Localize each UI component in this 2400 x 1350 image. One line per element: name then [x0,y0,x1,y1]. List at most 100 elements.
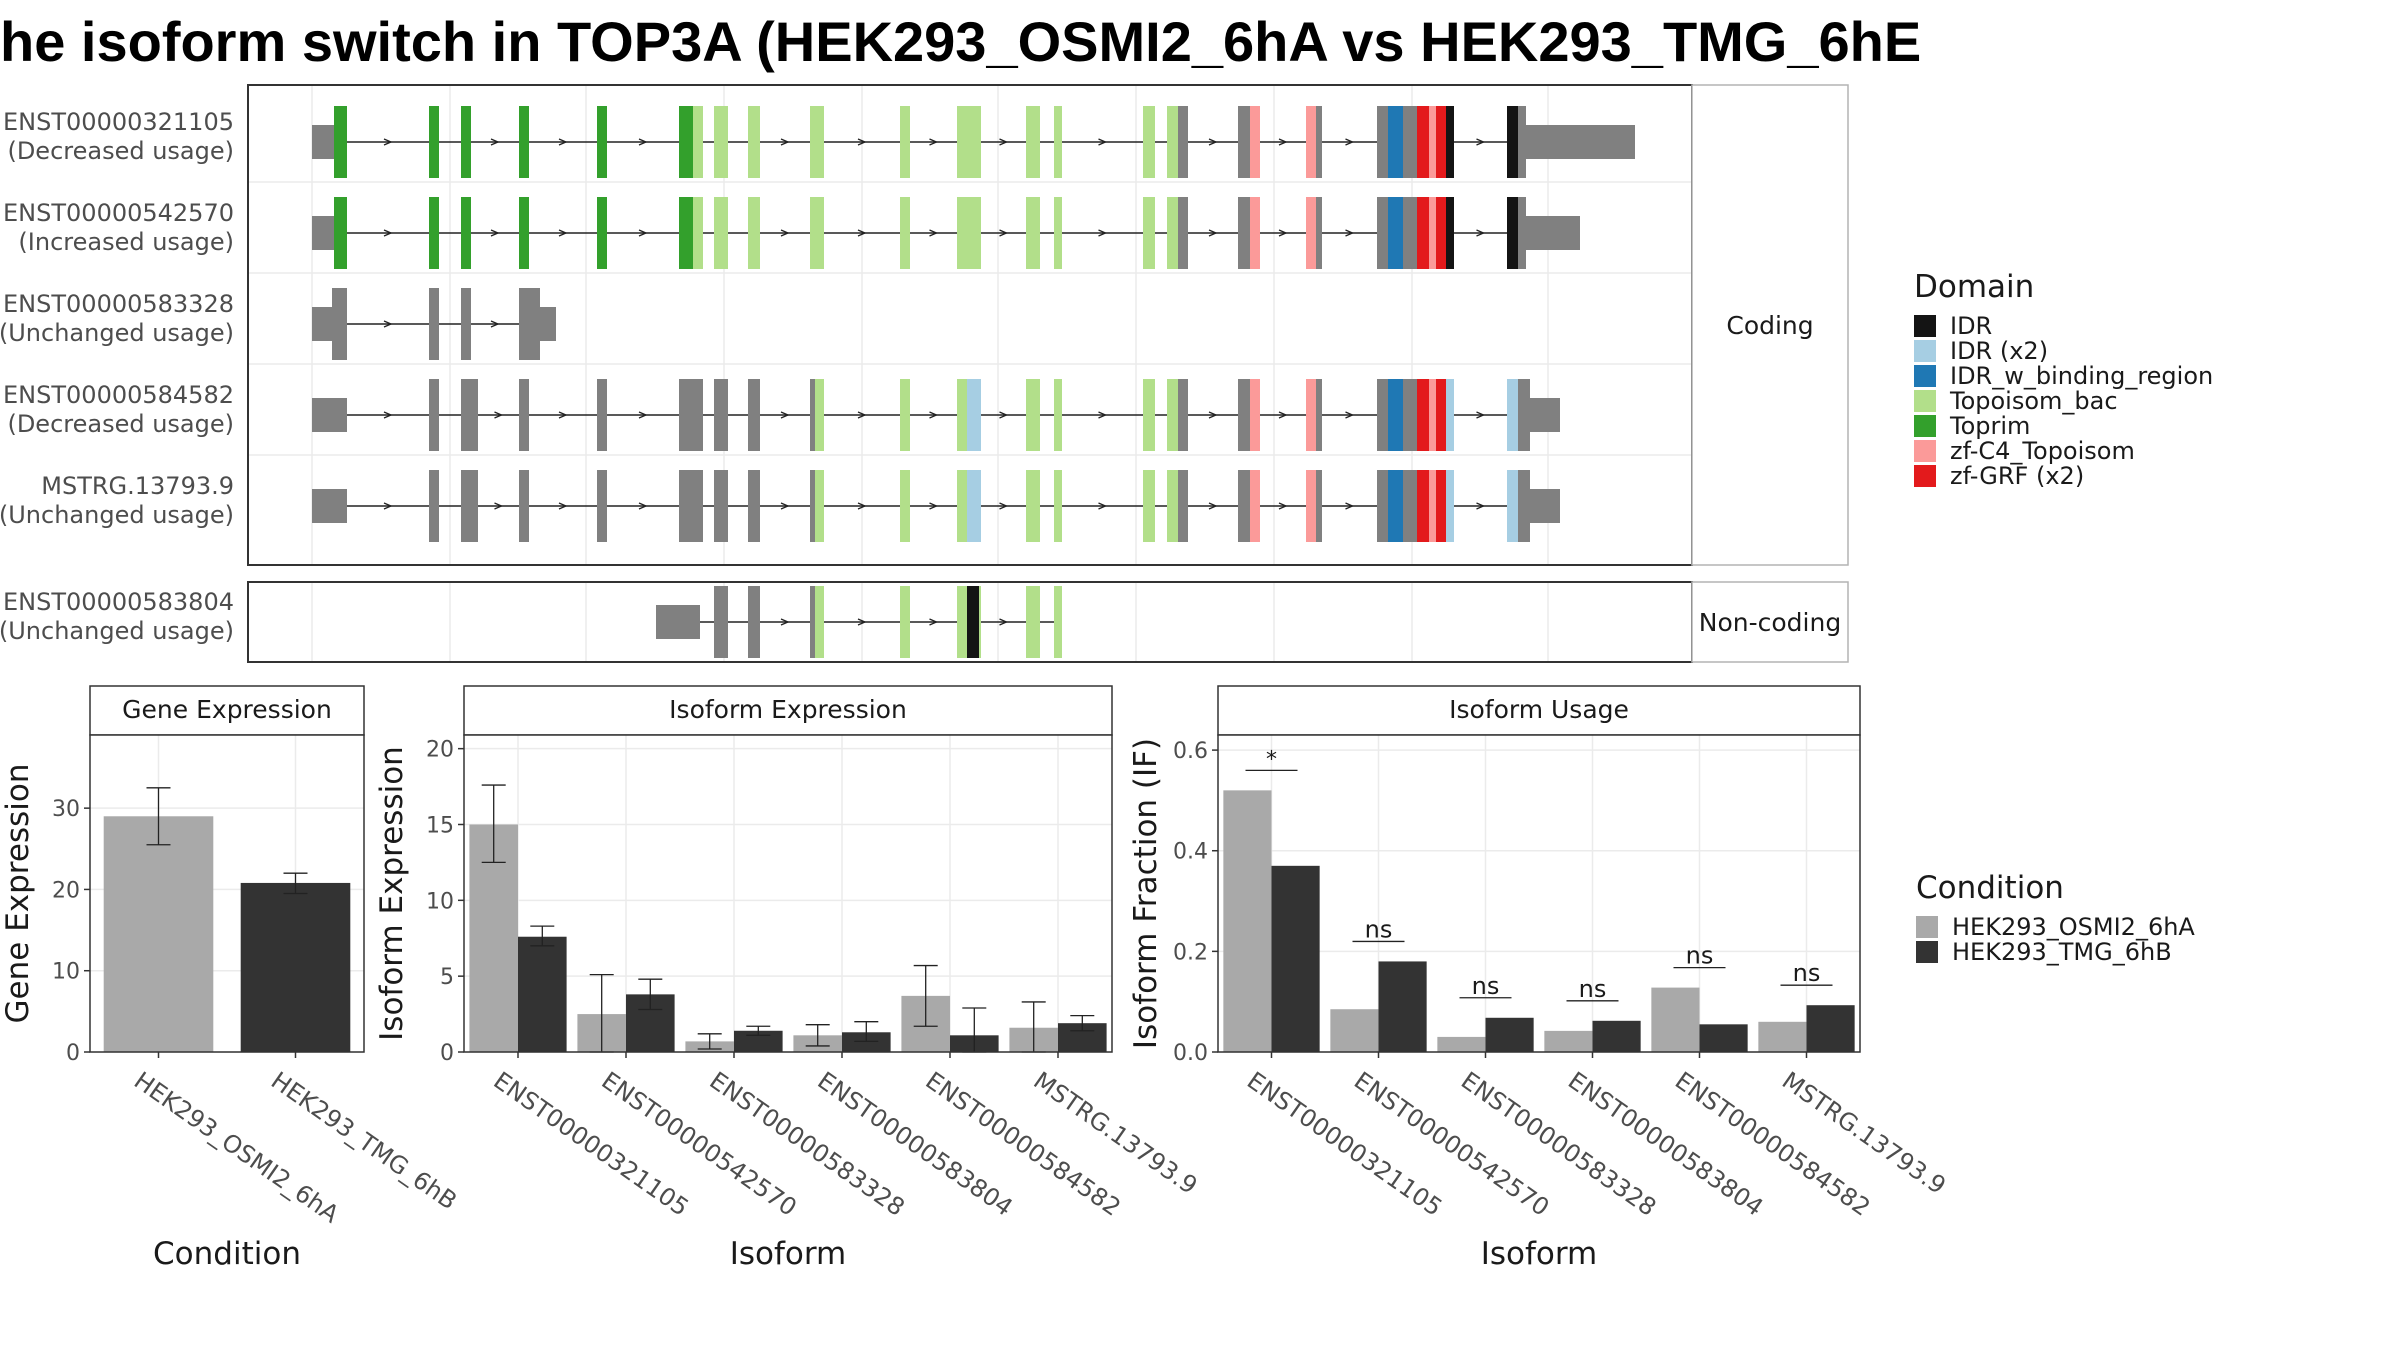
direction-arrow [1278,229,1288,237]
x-axis-title: Isoform [1481,1236,1598,1272]
exon-block [1026,586,1040,658]
direction-arrow [929,618,939,626]
exon-block [1377,379,1388,451]
noncoding-strip-label: Non-coding [1699,608,1841,637]
legend-label: Toprim [1949,412,2030,440]
exon-block [1436,379,1446,451]
exon-block [1507,197,1518,269]
direction-arrow [999,229,1009,237]
bar [1271,865,1320,1052]
exon-block [1377,197,1388,269]
chart-frame [463,734,1113,1053]
exon-block [1518,379,1530,451]
exon-block [1178,106,1188,178]
exon-block [1026,197,1040,269]
exon-block [810,106,824,178]
direction-arrow [999,411,1009,419]
coding-strip [1691,84,1849,566]
exon-block [1417,470,1429,542]
exon-block [334,106,347,178]
exon-block [1507,470,1518,542]
transcript-id-label: MSTRG.13793.9 [41,472,234,500]
legend-label: HEK293_TMG_6hB [1952,938,2172,966]
bar [1378,961,1427,1052]
direction-arrow [638,138,648,146]
legend-swatch [1914,440,1936,462]
y-tick-label: 15 [426,813,454,838]
y-tick-label: 30 [52,797,80,822]
exon-block [1306,106,1316,178]
significance-label: * [1266,747,1277,772]
legend-label: zf-C4_Topoisom [1950,437,2135,465]
exon-block [1403,197,1417,269]
exon-block [810,586,815,658]
direction-arrow [780,229,790,237]
bar [103,816,214,1052]
bar [842,1032,891,1052]
y-tick-label: 0.4 [1173,840,1208,865]
exon-block [1417,197,1429,269]
x-tick-label: ENST00000542570 [596,1066,801,1221]
chart-title: Isoform Expression [669,695,907,724]
direction-arrow [638,411,648,419]
y-axis-title: Isoform Fraction (IF) [1128,738,1164,1049]
exon-block [461,470,478,542]
exon-block [1238,379,1250,451]
exon-block [1518,106,1526,178]
bar [1806,1005,1855,1052]
exon-block [1167,379,1178,451]
exon-block [1436,106,1446,178]
transcript-id-label: ENST00000542570 [3,199,234,227]
exon-block [714,106,728,178]
exon-block [519,470,529,542]
transcript-structure-panel: CodingNon-codingENST00000321105(Decrease… [0,84,1849,663]
direction-arrow [490,229,500,237]
exon-block [693,106,703,178]
direction-arrow [1208,411,1218,419]
direction-arrow [780,138,790,146]
chart-background [1218,735,1860,1052]
exon-block [957,379,967,451]
direction-arrow [857,411,867,419]
exon-block [597,470,607,542]
direction-arrow [1345,411,1355,419]
exon-block [1316,197,1322,269]
exon-block [1054,106,1062,178]
chart-panel: Isoform Expression 0 5 10 15 20 ENST0000032110… [374,685,1202,1272]
direction-arrow [1345,138,1355,146]
legend-swatch [1916,916,1938,938]
exon-block [461,106,471,178]
exon-block [957,197,981,269]
exon-block [900,106,910,178]
exon-block [1026,379,1040,451]
exon-block [461,288,471,360]
exon-block [597,106,607,178]
exon-block [429,379,439,451]
chart-strip [89,685,365,736]
exon-block [1316,106,1322,178]
y-tick-label: 0 [66,1041,80,1066]
exon-block [1054,379,1062,451]
exon-block [1526,216,1580,250]
exon-block [519,106,529,178]
direction-arrow [929,138,939,146]
direction-arrow [383,411,393,419]
y-tick-label: 0.6 [1173,739,1208,764]
x-tick-label: ENST00000542570 [1349,1066,1554,1221]
chart-background [464,735,1112,1052]
exon-block [597,379,607,451]
direction-arrow [1278,411,1288,419]
exon-block [519,197,529,269]
direction-arrow [999,618,1009,626]
significance-label: ns [1365,915,1393,943]
direction-arrow [558,502,568,510]
direction-arrow [780,502,790,510]
x-tick-label: ENST00000321105 [1242,1066,1447,1221]
exon-block [815,379,824,451]
exon-block [967,379,981,451]
legend-swatch [1914,365,1936,387]
direction-arrow [638,502,648,510]
legend-label: zf-GRF (x2) [1950,462,2084,490]
exon-block [312,398,347,432]
